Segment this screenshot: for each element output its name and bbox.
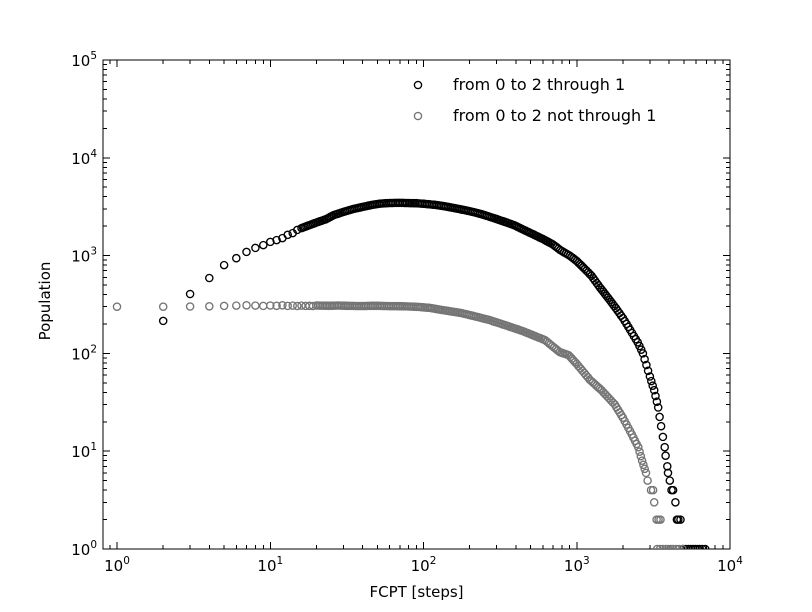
x-tick-label: 103 [564, 555, 590, 575]
x-axis-label: FCPT [steps] [369, 583, 464, 601]
x-tick-label: 102 [411, 555, 437, 575]
legend-entry-through-1: from 0 to 2 through 1 [412, 69, 656, 100]
y-tick-label: 102 [71, 343, 97, 363]
x-tick-label: 104 [717, 555, 743, 575]
legend-label: from 0 to 2 through 1 [453, 75, 626, 94]
legend-marker-black [413, 80, 423, 89]
x-tick-label: 101 [257, 555, 283, 575]
legend-label: from 0 to 2 not through 1 [453, 106, 657, 125]
legend: from 0 to 2 through 1 from 0 to 2 not th… [412, 69, 656, 131]
series-0 [158, 198, 710, 549]
axis-ticks [103, 59, 731, 550]
x-tick-label: 100 [104, 555, 130, 575]
legend-marker-gray [413, 111, 423, 120]
open-circle-marker-icon [413, 111, 423, 120]
y-tick-label: 101 [71, 441, 97, 461]
y-tick-label: 100 [71, 539, 97, 559]
legend-entry-not-through-1: from 0 to 2 not through 1 [412, 100, 656, 131]
y-tick-label: 103 [71, 246, 97, 266]
open-circle-marker-icon [413, 80, 423, 89]
y-axis-label: Population [36, 261, 54, 341]
y-tick-label: 104 [71, 148, 97, 168]
y-tick-label: 105 [71, 50, 97, 70]
series-1 [112, 301, 687, 549]
tick-labels: 100 101 102 103 104 100 101 102 103 104 105 [71, 50, 743, 575]
